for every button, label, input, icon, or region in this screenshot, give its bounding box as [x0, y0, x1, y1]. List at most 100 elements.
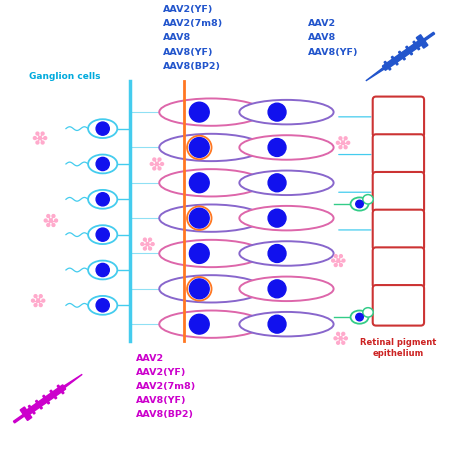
Ellipse shape	[88, 119, 117, 138]
Ellipse shape	[159, 134, 263, 161]
Circle shape	[158, 158, 161, 161]
Polygon shape	[383, 41, 421, 70]
Polygon shape	[399, 51, 405, 60]
Ellipse shape	[88, 190, 117, 209]
Text: Retinal pigment
epithelium: Retinal pigment epithelium	[360, 338, 437, 358]
Text: AAV8(YF): AAV8(YF)	[308, 47, 358, 56]
Text: Ganglion cells: Ganglion cells	[29, 72, 101, 81]
Circle shape	[339, 255, 342, 257]
Circle shape	[36, 299, 40, 302]
Circle shape	[190, 137, 209, 157]
Text: AAV2(YF): AAV2(YF)	[163, 5, 213, 14]
Ellipse shape	[159, 169, 263, 197]
Circle shape	[34, 304, 37, 307]
Circle shape	[161, 163, 164, 165]
Polygon shape	[13, 414, 25, 423]
Text: AAV8(YF): AAV8(YF)	[163, 47, 213, 56]
Circle shape	[33, 137, 36, 139]
Ellipse shape	[239, 312, 334, 337]
Ellipse shape	[88, 225, 117, 244]
Polygon shape	[413, 41, 420, 50]
FancyBboxPatch shape	[373, 285, 424, 326]
Circle shape	[342, 259, 345, 262]
Circle shape	[268, 315, 286, 333]
Circle shape	[153, 167, 156, 170]
Circle shape	[339, 137, 342, 140]
Ellipse shape	[239, 241, 334, 266]
Polygon shape	[406, 46, 412, 55]
Circle shape	[191, 281, 207, 297]
FancyBboxPatch shape	[373, 210, 424, 250]
Circle shape	[36, 132, 39, 135]
FancyBboxPatch shape	[373, 134, 424, 175]
Ellipse shape	[239, 206, 334, 230]
Circle shape	[339, 337, 342, 340]
Circle shape	[268, 280, 286, 298]
Circle shape	[41, 141, 44, 144]
Circle shape	[190, 173, 209, 193]
Circle shape	[44, 219, 47, 222]
Circle shape	[158, 167, 161, 170]
Circle shape	[347, 141, 350, 144]
Text: AAV8: AAV8	[163, 34, 191, 43]
Ellipse shape	[159, 204, 263, 232]
FancyBboxPatch shape	[373, 97, 424, 137]
Polygon shape	[366, 67, 384, 81]
Ellipse shape	[239, 171, 334, 195]
Polygon shape	[392, 56, 398, 65]
Circle shape	[345, 337, 347, 340]
Ellipse shape	[159, 310, 263, 338]
Circle shape	[342, 341, 345, 344]
Circle shape	[332, 259, 335, 262]
Polygon shape	[416, 35, 428, 48]
Circle shape	[49, 219, 52, 222]
Ellipse shape	[159, 275, 263, 302]
Circle shape	[151, 243, 154, 246]
Ellipse shape	[187, 136, 211, 159]
Circle shape	[191, 210, 207, 226]
Ellipse shape	[239, 100, 334, 124]
Text: AAV8(BP2): AAV8(BP2)	[136, 410, 194, 419]
Text: AAV2(7m8): AAV2(7m8)	[163, 19, 223, 28]
FancyBboxPatch shape	[373, 172, 424, 212]
Circle shape	[96, 228, 109, 241]
Ellipse shape	[363, 195, 373, 204]
Circle shape	[344, 137, 347, 140]
Circle shape	[44, 137, 46, 139]
Ellipse shape	[159, 240, 263, 267]
Circle shape	[334, 264, 337, 266]
Circle shape	[337, 259, 340, 262]
Circle shape	[31, 299, 35, 302]
Circle shape	[149, 247, 152, 250]
Text: AAV8(BP2): AAV8(BP2)	[163, 62, 220, 71]
Circle shape	[342, 332, 345, 335]
Circle shape	[268, 138, 286, 156]
Circle shape	[190, 279, 209, 299]
Circle shape	[42, 299, 45, 302]
Circle shape	[344, 146, 347, 149]
Polygon shape	[64, 374, 82, 388]
Circle shape	[268, 174, 286, 192]
Text: AAV2(YF): AAV2(YF)	[136, 368, 186, 377]
Circle shape	[356, 200, 363, 208]
Circle shape	[36, 141, 39, 144]
Circle shape	[155, 163, 158, 165]
Ellipse shape	[239, 135, 334, 160]
Circle shape	[342, 141, 345, 144]
Circle shape	[47, 224, 50, 227]
Circle shape	[334, 337, 337, 340]
Text: AAV8(YF): AAV8(YF)	[136, 396, 186, 405]
Circle shape	[190, 314, 209, 334]
Polygon shape	[27, 385, 66, 414]
Text: AAV2: AAV2	[136, 354, 164, 363]
Circle shape	[268, 245, 286, 263]
Circle shape	[141, 243, 144, 246]
Ellipse shape	[351, 310, 368, 324]
Circle shape	[52, 224, 55, 227]
Polygon shape	[384, 61, 391, 70]
Circle shape	[96, 299, 109, 312]
Ellipse shape	[159, 99, 263, 126]
Polygon shape	[424, 32, 435, 41]
Circle shape	[268, 103, 286, 121]
Circle shape	[55, 219, 57, 222]
